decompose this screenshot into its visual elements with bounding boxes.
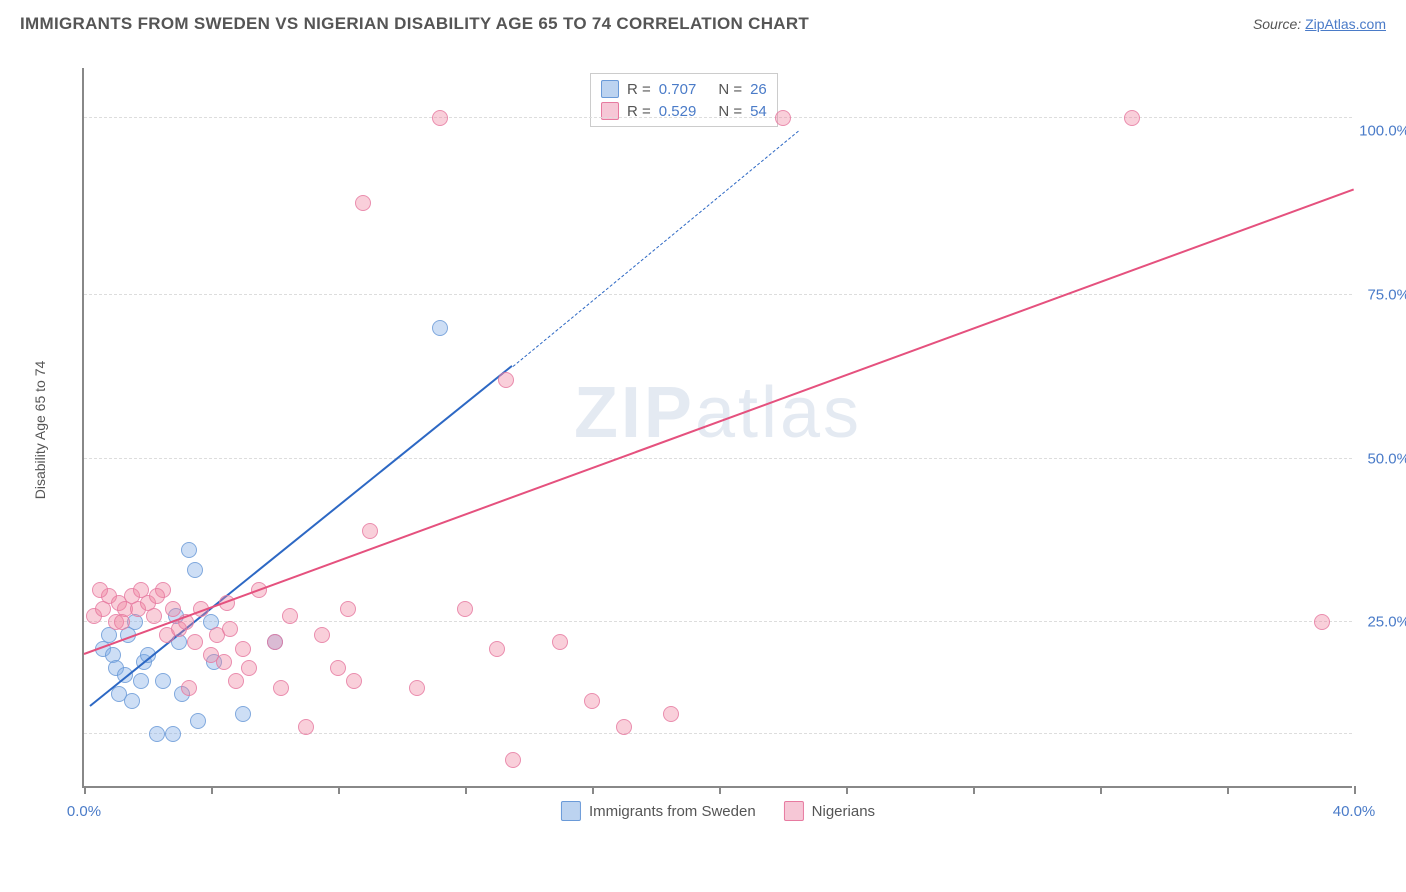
source-link[interactable]: ZipAtlas.com xyxy=(1305,16,1386,32)
data-point xyxy=(775,110,791,126)
gridline xyxy=(84,621,1352,622)
data-point xyxy=(187,562,203,578)
data-point xyxy=(362,523,378,539)
x-tick xyxy=(465,786,467,794)
legend-swatch xyxy=(561,801,581,821)
data-point xyxy=(505,752,521,768)
legend-item: Nigerians xyxy=(784,801,875,821)
data-point xyxy=(267,634,283,650)
x-tick xyxy=(1354,786,1356,794)
x-tick-label: 40.0% xyxy=(1333,803,1376,820)
data-point xyxy=(228,673,244,689)
gridline xyxy=(84,294,1352,295)
x-tick xyxy=(846,786,848,794)
data-point xyxy=(616,719,632,735)
data-point xyxy=(298,719,314,735)
n-value: 26 xyxy=(750,81,767,98)
legend-row: R = 0.707 N = 26 xyxy=(601,78,767,100)
gridline xyxy=(84,458,1352,459)
x-tick-label: 0.0% xyxy=(67,803,101,820)
data-point xyxy=(346,673,362,689)
r-value: 0.707 xyxy=(659,81,697,98)
data-point xyxy=(432,320,448,336)
source-label: Source: xyxy=(1253,16,1305,32)
y-tick-label: 25.0% xyxy=(1367,614,1406,631)
y-tick-label: 75.0% xyxy=(1367,287,1406,304)
legend-label: Immigrants from Sweden xyxy=(589,803,756,820)
trend-line xyxy=(90,365,514,707)
data-point xyxy=(187,634,203,650)
gridline xyxy=(84,117,1352,118)
data-point xyxy=(149,726,165,742)
data-point xyxy=(181,680,197,696)
x-tick xyxy=(211,786,213,794)
data-point xyxy=(155,673,171,689)
data-point xyxy=(181,542,197,558)
gridline xyxy=(84,733,1352,734)
data-point xyxy=(114,614,130,630)
data-point xyxy=(149,588,165,604)
data-point xyxy=(235,706,251,722)
data-point xyxy=(330,660,346,676)
chart-header: IMMIGRANTS FROM SWEDEN VS NIGERIAN DISAB… xyxy=(0,0,1406,42)
x-tick xyxy=(719,786,721,794)
x-tick xyxy=(338,786,340,794)
data-point xyxy=(282,608,298,624)
legend-label: Nigerians xyxy=(812,803,875,820)
data-point xyxy=(498,372,514,388)
y-axis-label: Disability Age 65 to 74 xyxy=(32,361,48,500)
data-point xyxy=(124,693,140,709)
y-tick-label: 100.0% xyxy=(1359,123,1406,140)
data-point xyxy=(552,634,568,650)
data-point xyxy=(146,608,162,624)
x-tick xyxy=(1227,786,1229,794)
x-tick xyxy=(592,786,594,794)
data-point xyxy=(133,673,149,689)
x-tick xyxy=(1100,786,1102,794)
trend-line xyxy=(512,131,798,367)
data-point xyxy=(489,641,505,657)
data-point xyxy=(340,601,356,617)
data-point xyxy=(216,654,232,670)
data-point xyxy=(165,601,181,617)
source-citation: Source: ZipAtlas.com xyxy=(1253,16,1386,32)
legend-swatch xyxy=(601,80,619,98)
scatter-plot: ZIPatlas R = 0.707N = 26R = 0.529N = 54 … xyxy=(82,68,1352,788)
data-point xyxy=(165,726,181,742)
chart-title: IMMIGRANTS FROM SWEDEN VS NIGERIAN DISAB… xyxy=(20,14,809,34)
data-point xyxy=(314,627,330,643)
data-point xyxy=(1314,614,1330,630)
n-label: N = xyxy=(718,81,742,98)
series-legend: Immigrants from Sweden Nigerians xyxy=(561,801,875,821)
data-point xyxy=(235,641,251,657)
data-point xyxy=(190,713,206,729)
x-tick xyxy=(973,786,975,794)
data-point xyxy=(92,582,108,598)
r-label: R = xyxy=(627,81,651,98)
x-tick xyxy=(84,786,86,794)
data-point xyxy=(1124,110,1140,126)
data-point xyxy=(222,621,238,637)
legend-swatch xyxy=(784,801,804,821)
data-point xyxy=(273,680,289,696)
data-point xyxy=(457,601,473,617)
legend-item: Immigrants from Sweden xyxy=(561,801,756,821)
y-tick-label: 50.0% xyxy=(1367,450,1406,467)
data-point xyxy=(355,195,371,211)
data-point xyxy=(584,693,600,709)
chart-container: Disability Age 65 to 74 ZIPatlas R = 0.7… xyxy=(50,50,1370,810)
legend-row: R = 0.529N = 54 xyxy=(601,100,767,122)
data-point xyxy=(432,110,448,126)
correlation-legend: R = 0.707 N = 26 R = 0.529N = 54 xyxy=(590,73,778,127)
trend-line xyxy=(84,188,1355,655)
data-point xyxy=(241,660,257,676)
data-point xyxy=(409,680,425,696)
data-point xyxy=(663,706,679,722)
